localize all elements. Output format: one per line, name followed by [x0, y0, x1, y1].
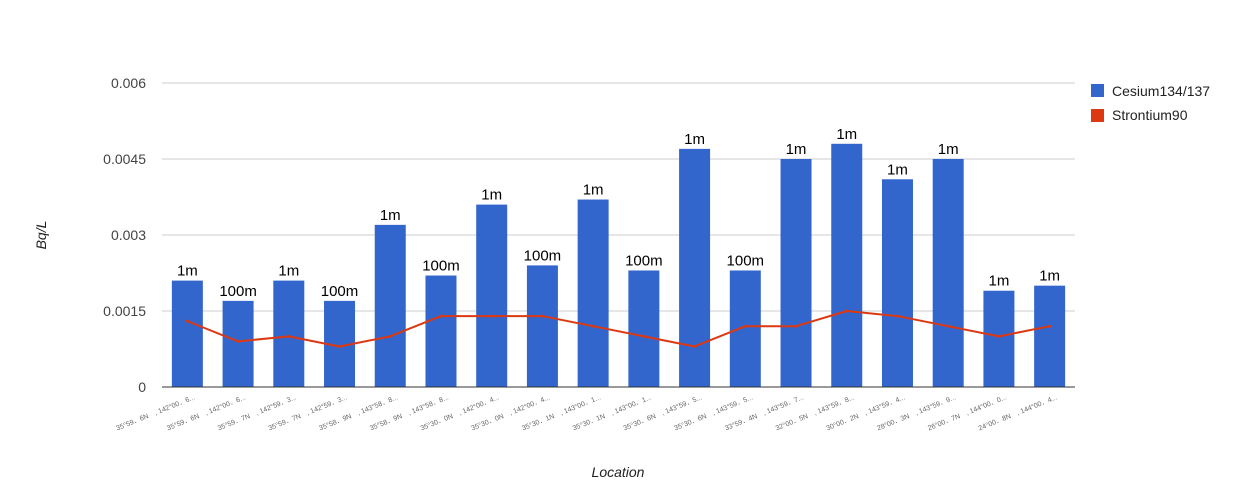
x-axis-ticks: 35°59．6N , 142°00．6...35°59．6N , 142°00．…	[115, 393, 1058, 432]
line-point[interactable]	[185, 319, 189, 323]
x-tick-label: 30°00．2N , 143°59．4...	[825, 393, 906, 432]
bar[interactable]	[679, 148, 711, 387]
bar[interactable]	[526, 265, 558, 387]
bar-data-label: 1m	[684, 131, 705, 148]
series-line[interactable]	[186, 310, 1050, 348]
bar-data-label: 100m	[727, 252, 765, 269]
x-tick-label: 35°30．0N , 142°00．4...	[419, 393, 500, 432]
bar-data-label: 1m	[278, 263, 299, 280]
line-point[interactable]	[642, 334, 646, 338]
bar[interactable]	[222, 300, 254, 387]
line-series-strontium	[185, 309, 1052, 348]
line-point[interactable]	[946, 324, 950, 328]
bar[interactable]	[273, 280, 305, 387]
bar-labels: 1m 100m 1m 100m 1m 100m 1m 100m 1m 100m 1m 100m 1m 1m…	[177, 126, 1060, 300]
x-tick-label: 35°59．6N , 142°00．6...	[115, 393, 196, 432]
bar-data-label: 100m	[219, 283, 257, 300]
bar-data-label: 100m	[625, 252, 663, 269]
y-axis-title: Bq/L	[33, 221, 49, 250]
legend-swatch-cesium	[1091, 84, 1104, 97]
bar-data-label: 1m	[1039, 268, 1060, 285]
y-tick-label: 0.0045	[103, 151, 146, 167]
bar[interactable]	[1034, 285, 1066, 387]
bar[interactable]	[374, 224, 406, 387]
bar-data-label: 1m	[887, 161, 908, 178]
legend-item-cesium[interactable]: Cesium134/137	[1091, 83, 1210, 99]
x-tick-label: 35°59．7N , 142°59．3...	[216, 393, 297, 432]
y-axis-ticks: 0 0.0015 0.003 0.0045 0.006	[103, 75, 146, 395]
line-point[interactable]	[997, 334, 1001, 338]
x-axis-title: Location	[592, 464, 645, 480]
bar-data-label: 1m	[380, 207, 401, 224]
bar[interactable]	[628, 270, 660, 387]
bar-data-label: 1m	[481, 187, 502, 204]
bar[interactable]	[831, 143, 863, 387]
legend-label-cesium: Cesium134/137	[1112, 83, 1210, 99]
line-point[interactable]	[693, 344, 697, 348]
x-tick-label: 35°30．1N , 143°00．1...	[521, 393, 602, 432]
x-tick-label: 26°00．7N , 144°00．0...	[927, 393, 1008, 432]
bar-data-label: 1m	[836, 126, 857, 143]
x-tick-label: 35°58．9N , 143°58．8...	[369, 393, 450, 432]
line-point[interactable]	[439, 314, 443, 318]
line-point[interactable]	[287, 334, 291, 338]
bar-data-label: 1m	[583, 182, 604, 199]
y-tick-label: 0.0015	[103, 303, 146, 319]
line-point[interactable]	[743, 324, 747, 328]
bar-data-label: 1m	[938, 141, 959, 158]
legend-swatch-strontium	[1091, 109, 1104, 122]
line-point[interactable]	[338, 344, 342, 348]
legend: Cesium134/137 Strontium90	[1091, 83, 1210, 123]
line-point[interactable]	[794, 324, 798, 328]
y-tick-label: 0.006	[111, 75, 146, 91]
bar[interactable]	[476, 204, 508, 387]
x-tick-label: 35°59．6N , 142°00．6...	[166, 393, 247, 432]
x-tick-label: 35°30．1N , 143°00．1...	[572, 393, 653, 432]
line-point[interactable]	[490, 314, 494, 318]
line-point[interactable]	[1048, 324, 1052, 328]
bar[interactable]	[780, 159, 812, 387]
x-tick-label: 35°30．0N , 142°00．4...	[470, 393, 551, 432]
legend-label-strontium: Strontium90	[1112, 107, 1188, 123]
x-tick-label: 24°00．8N , 144°00．4...	[977, 393, 1058, 432]
bar[interactable]	[881, 179, 913, 387]
x-tick-label: 35°30．6N , 143°59．5...	[622, 393, 703, 432]
x-tick-label: 35°59．7N , 142°59．3...	[267, 393, 348, 432]
line-point[interactable]	[895, 314, 899, 318]
bar[interactable]	[425, 275, 457, 387]
bar-series-cesium	[171, 143, 1066, 387]
bar[interactable]	[729, 270, 761, 387]
bar-data-label: 1m	[786, 141, 807, 158]
bar-data-label: 100m	[422, 258, 460, 275]
gridlines	[162, 82, 1075, 312]
line-point[interactable]	[236, 339, 240, 343]
x-tick-label: 35°30．6N , 143°59．5...	[673, 393, 754, 432]
bar-data-label: 1m	[988, 273, 1009, 290]
bar[interactable]	[171, 280, 203, 387]
bar[interactable]	[577, 199, 609, 387]
bar-data-label: 100m	[524, 247, 562, 264]
y-tick-label: 0.003	[111, 227, 146, 243]
x-tick-label: 32°00．5N , 143°59．8...	[774, 393, 855, 432]
legend-item-strontium[interactable]: Strontium90	[1091, 107, 1188, 123]
x-tick-label: 35°58．9N , 143°58．8...	[318, 393, 399, 432]
line-point[interactable]	[591, 324, 595, 328]
bar-data-label: 1m	[177, 263, 198, 280]
bar[interactable]	[983, 290, 1015, 387]
bar-data-label: 100m	[321, 283, 359, 300]
bar[interactable]	[932, 159, 964, 387]
line-point[interactable]	[845, 309, 849, 313]
x-tick-label: 28°00．3N , 143°59．9...	[876, 393, 957, 432]
line-point[interactable]	[388, 334, 392, 338]
x-tick-label: 33°59．4N , 143°59．7...	[724, 393, 805, 432]
y-tick-label: 0	[138, 379, 146, 395]
line-point[interactable]	[540, 314, 544, 318]
